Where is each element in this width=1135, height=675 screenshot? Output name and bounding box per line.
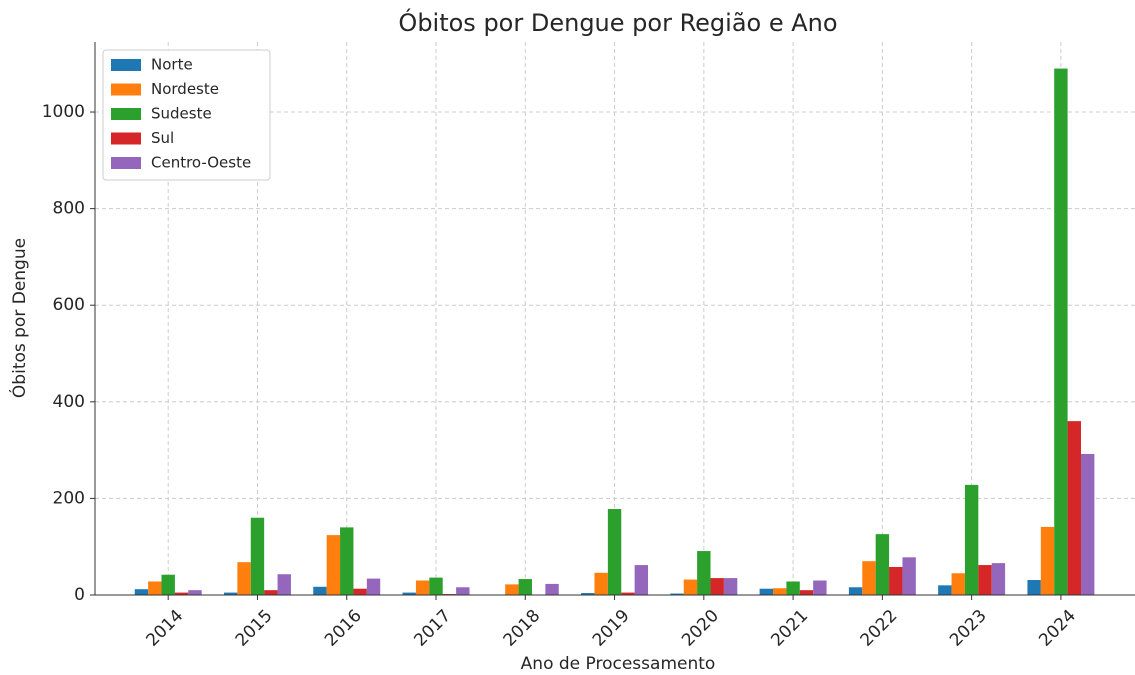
bar xyxy=(1054,68,1068,596)
bar xyxy=(938,585,952,595)
legend-label: Sul xyxy=(151,129,174,147)
bar xyxy=(366,578,381,595)
bar xyxy=(250,517,265,595)
legend-swatch xyxy=(111,157,141,169)
x-tick-label: 2017 xyxy=(410,606,455,651)
x-tick-label: 2015 xyxy=(232,606,277,651)
x-tick-label: 2014 xyxy=(143,606,188,651)
bar xyxy=(607,509,622,595)
bar xyxy=(991,563,1006,595)
bar xyxy=(402,592,416,595)
y-tick-label: 600 xyxy=(53,295,85,315)
legend-label: Nordeste xyxy=(151,80,219,98)
chart-title: Óbitos por Dengue por Região e Ano xyxy=(398,7,837,37)
bar xyxy=(1067,421,1081,595)
bar xyxy=(237,562,251,595)
bar xyxy=(964,484,979,595)
bar xyxy=(848,587,863,595)
bar xyxy=(134,589,149,595)
y-tick-label: 200 xyxy=(53,488,85,508)
legend-label: Norte xyxy=(151,56,193,74)
bar xyxy=(1027,580,1041,595)
x-tick-label: 2019 xyxy=(589,606,634,651)
bar xyxy=(581,593,595,595)
bar xyxy=(786,581,800,595)
legend-swatch xyxy=(111,108,141,120)
bar xyxy=(813,580,827,595)
bar xyxy=(621,592,635,595)
bar xyxy=(148,581,162,595)
bar xyxy=(670,593,684,595)
y-tick-label: 800 xyxy=(53,199,85,219)
x-tick-label: 2020 xyxy=(678,606,723,651)
legend-swatch xyxy=(111,132,141,145)
bar xyxy=(697,551,711,595)
y-tick-label: 0 xyxy=(74,585,85,605)
x-tick-label: 2016 xyxy=(321,606,366,651)
bar xyxy=(277,574,291,595)
bar xyxy=(161,574,175,595)
bar xyxy=(505,584,519,595)
bar xyxy=(1080,453,1095,595)
bar xyxy=(594,572,608,595)
bar xyxy=(353,588,367,595)
bar xyxy=(634,565,649,595)
bar xyxy=(326,535,341,595)
bar xyxy=(902,557,916,595)
y-tick-label: 1000 xyxy=(42,102,85,122)
bar xyxy=(875,534,890,595)
x-tick-label: 2023 xyxy=(946,606,991,651)
x-tick-label: 2021 xyxy=(767,606,812,651)
legend-swatch xyxy=(111,83,141,96)
bar xyxy=(683,579,698,595)
legend-label: Sudeste xyxy=(151,105,212,123)
bar xyxy=(799,590,814,595)
legend-swatch xyxy=(111,59,141,71)
x-tick-label: 2018 xyxy=(500,606,545,651)
bar xyxy=(978,565,992,595)
bar xyxy=(951,573,965,595)
legend-label: Centro-Oeste xyxy=(151,154,251,172)
bar xyxy=(723,578,738,595)
bar xyxy=(456,587,470,595)
bar xyxy=(174,592,189,595)
bar xyxy=(518,579,532,595)
legend-box xyxy=(102,49,271,181)
bar xyxy=(264,590,278,595)
bar xyxy=(773,588,787,595)
bar xyxy=(415,580,430,595)
bar xyxy=(188,590,202,595)
bar xyxy=(429,577,443,595)
bar xyxy=(1040,526,1055,595)
x-axis-label: Ano de Processamento xyxy=(521,654,716,674)
bar xyxy=(862,561,876,595)
y-axis-label: Óbitos por Dengue xyxy=(8,238,30,398)
y-tick-label: 400 xyxy=(53,392,85,412)
bar xyxy=(340,527,354,595)
bar xyxy=(545,583,559,595)
bar xyxy=(223,592,238,595)
x-tick-label: 2022 xyxy=(857,606,902,651)
bar xyxy=(710,578,724,595)
bar xyxy=(759,588,774,595)
bar xyxy=(889,566,903,595)
x-tick-label: 2024 xyxy=(1035,606,1080,651)
bar xyxy=(313,586,327,595)
